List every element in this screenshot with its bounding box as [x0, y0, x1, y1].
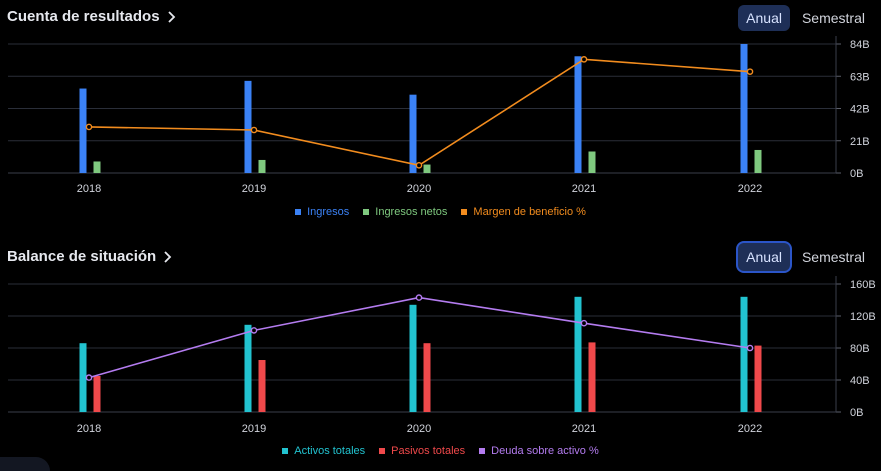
y-tick-label: 42B [850, 104, 870, 116]
bar-ingresos-2019[interactable] [244, 80, 252, 173]
balance-annual-button[interactable]: Anual [738, 243, 790, 271]
x-tick-label: 2019 [242, 183, 266, 195]
legend-item[interactable]: Activos totales [282, 445, 365, 457]
series-line-deuda-sobre-activo-[interactable] [88, 296, 751, 379]
income-period-toggle: Anual Semestral [738, 5, 873, 31]
bar-ingresos-netos-2022[interactable] [754, 149, 762, 173]
line-point-2018[interactable] [85, 123, 93, 131]
bar-ingresos-2022[interactable] [740, 44, 748, 173]
y-tick-label: 160B [850, 279, 876, 291]
legend-swatch [379, 448, 386, 454]
balance-sheet-section: Balance de situación Anual Semestral 0B 4… [0, 238, 881, 471]
line-point-2022[interactable] [746, 68, 754, 75]
y-tick-label: 0B [850, 168, 863, 180]
balance-sheet-title[interactable]: Balance de situación [7, 248, 174, 265]
y-tick-label: 21B [850, 136, 870, 148]
legend-item[interactable]: Pasivos totales [379, 445, 465, 457]
bar-activos-totales-2022[interactable] [740, 296, 748, 412]
y-tick-label: 0B [850, 407, 863, 419]
line-point-2018[interactable] [85, 374, 93, 381]
x-tick-label: 2022 [738, 423, 762, 435]
x-tick-label: 2021 [572, 183, 596, 195]
legend-swatch [282, 448, 289, 454]
bar-pasivos-totales-2021[interactable] [588, 342, 596, 412]
income-statement-section: Cuenta de resultados Anual Semestral 0B 2… [0, 0, 881, 235]
bar-pasivos-totales-2020[interactable] [423, 343, 431, 412]
corner-decoration [0, 457, 50, 471]
series-line-margen-de-beneficio-[interactable] [88, 58, 751, 167]
x-tick-label: 2021 [572, 423, 596, 435]
line-point-2022[interactable] [746, 344, 754, 352]
bar-ingresos-netos-2021[interactable] [588, 151, 596, 174]
legend-label: Ingresos netos [375, 206, 448, 218]
legend-swatch [479, 448, 486, 454]
bar-activos-totales-2021[interactable] [574, 296, 582, 412]
bar-pasivos-totales-2018[interactable] [93, 376, 101, 412]
y-tick-label: 84B [850, 39, 870, 51]
legend-item[interactable]: Ingresos [295, 206, 349, 218]
legend-label: Deuda sobre activo % [491, 445, 599, 457]
y-tick-label: 120B [850, 311, 876, 323]
y-tick-label: 63B [850, 71, 870, 83]
chevron-right-icon [167, 10, 175, 23]
bar-pasivos-totales-2022[interactable] [754, 345, 762, 412]
balance-sheet-title-text: Balance de situación [7, 248, 157, 265]
bar-ingresos-2020[interactable] [409, 94, 417, 173]
chevron-right-icon [164, 250, 172, 263]
bar-ingresos-netos-2018[interactable] [93, 161, 101, 173]
income-semiannual-button[interactable]: Semestral [794, 5, 873, 31]
bar-ingresos-netos-2020[interactable] [423, 164, 431, 173]
balance-semiannual-button[interactable]: Semestral [794, 244, 873, 270]
income-chart: 0B 21B 42B 63B 84B 2018 2019 2020 2021 2022 [8, 36, 870, 195]
x-tick-label: 2020 [407, 183, 431, 195]
x-tick-label: 2022 [738, 183, 762, 195]
legend-swatch [363, 209, 370, 215]
legend-item[interactable]: Deuda sobre activo % [479, 445, 599, 457]
bar-ingresos-2018[interactable] [79, 88, 87, 173]
line-point-2021[interactable] [580, 56, 588, 63]
line-point-2019[interactable] [250, 327, 258, 334]
line-point-2019[interactable] [250, 126, 258, 134]
x-tick-label: 2020 [407, 423, 431, 435]
x-tick-label: 2018 [77, 183, 101, 195]
y-tick-label: 40B [850, 375, 870, 387]
bar-activos-totales-2018[interactable] [79, 343, 87, 412]
balance-period-toggle: Anual Semestral [738, 243, 873, 271]
legend-label: Ingresos [307, 206, 350, 218]
balance-chart: 0B 40B 80B 120B 160B 2018 2019 2020 2021 2022 [8, 276, 876, 435]
legend-label: Activos totales [294, 445, 366, 457]
legend-label: Pasivos totales [391, 445, 466, 457]
income-statement-title-text: Cuenta de resultados [7, 8, 160, 25]
bar-ingresos-netos-2019[interactable] [258, 159, 266, 173]
income-legend: Ingresos Ingresos netos Margen de benefici… [0, 206, 881, 218]
legend-swatch [295, 209, 302, 215]
x-tick-label: 2018 [77, 423, 101, 435]
legend-label: Margen de beneficio % [473, 206, 586, 218]
legend-item[interactable]: Margen de beneficio % [461, 206, 586, 218]
x-tick-label: 2019 [242, 423, 266, 435]
bar-ingresos-2021[interactable] [574, 56, 582, 173]
balance-legend: Activos totales Pasivos totales Deuda sobr… [0, 445, 881, 457]
legend-swatch [461, 209, 468, 215]
income-annual-button[interactable]: Anual [738, 5, 790, 31]
line-point-2021[interactable] [580, 319, 588, 327]
line-point-2020[interactable] [415, 294, 423, 301]
y-tick-label: 80B [850, 343, 870, 355]
bar-activos-totales-2020[interactable] [409, 304, 417, 412]
line-point-2020[interactable] [415, 162, 423, 169]
income-statement-title[interactable]: Cuenta de resultados [7, 8, 178, 25]
legend-item[interactable]: Ingresos netos [363, 206, 447, 218]
bar-pasivos-totales-2019[interactable] [258, 360, 266, 412]
bar-activos-totales-2019[interactable] [244, 324, 252, 412]
